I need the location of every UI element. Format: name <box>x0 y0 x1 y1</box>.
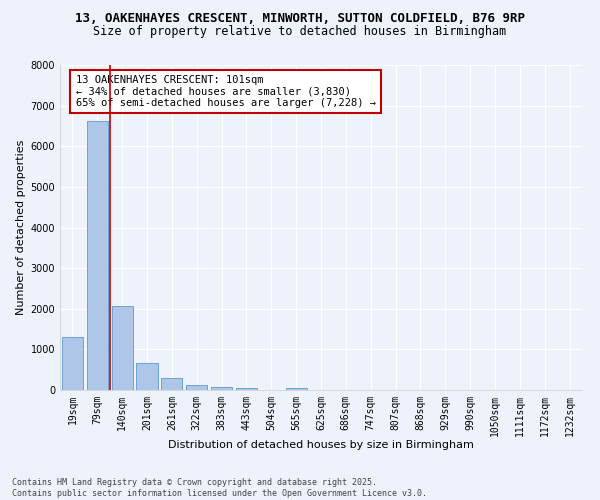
Bar <box>211 387 232 390</box>
Y-axis label: Number of detached properties: Number of detached properties <box>16 140 26 315</box>
Text: 13, OAKENHAYES CRESCENT, MINWORTH, SUTTON COLDFIELD, B76 9RP: 13, OAKENHAYES CRESCENT, MINWORTH, SUTTO… <box>75 12 525 26</box>
Bar <box>286 388 307 390</box>
Bar <box>87 121 108 390</box>
X-axis label: Distribution of detached houses by size in Birmingham: Distribution of detached houses by size … <box>168 440 474 450</box>
Bar <box>236 388 257 390</box>
Bar <box>136 363 158 390</box>
Text: Size of property relative to detached houses in Birmingham: Size of property relative to detached ho… <box>94 25 506 38</box>
Text: 13 OAKENHAYES CRESCENT: 101sqm
← 34% of detached houses are smaller (3,830)
65% : 13 OAKENHAYES CRESCENT: 101sqm ← 34% of … <box>76 74 376 108</box>
Bar <box>161 378 182 390</box>
Text: Contains HM Land Registry data © Crown copyright and database right 2025.
Contai: Contains HM Land Registry data © Crown c… <box>12 478 427 498</box>
Bar <box>62 337 83 390</box>
Bar <box>186 384 207 390</box>
Bar <box>112 306 133 390</box>
